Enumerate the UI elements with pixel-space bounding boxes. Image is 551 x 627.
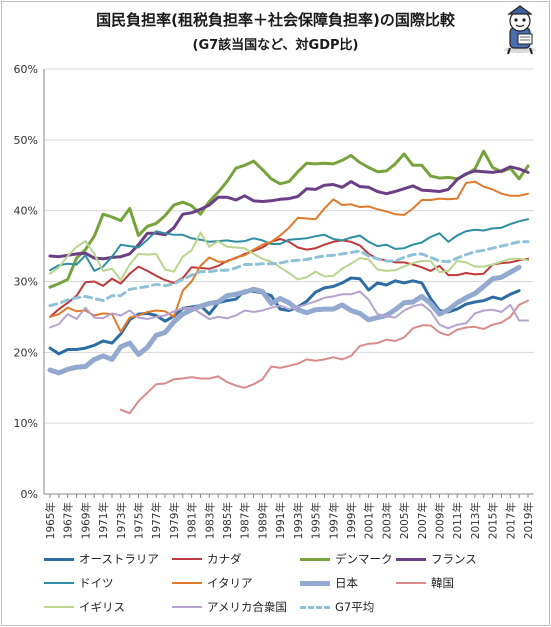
- x-tick-label: 1965年: [44, 502, 57, 539]
- x-tick-label: 1985年: [221, 502, 234, 539]
- y-tick-label: 20%: [14, 346, 38, 359]
- series-line: [49, 231, 529, 282]
- y-tick-label: 30%: [14, 276, 38, 289]
- y-tick-label: 60%: [14, 63, 38, 76]
- series-line: [48, 165, 530, 261]
- x-tick-label: 2013年: [469, 502, 482, 539]
- x-tick-label: 1977年: [150, 502, 163, 539]
- x-tick-label: 1997年: [327, 502, 340, 539]
- series-line: [49, 238, 529, 318]
- mascot-icon: [504, 5, 536, 55]
- x-tick-label: 2011年: [451, 502, 464, 539]
- x-tick-label: 1995年: [310, 502, 323, 539]
- x-tick-label: 1979年: [168, 502, 181, 539]
- x-tick-label: 1989年: [256, 502, 269, 539]
- x-tick-label: 2001年: [363, 502, 376, 539]
- x-tick-label: 1981年: [186, 502, 199, 539]
- series-line: [48, 149, 530, 289]
- x-tick-label: 2009年: [433, 502, 446, 539]
- series-line: [48, 240, 530, 308]
- series-line: [49, 290, 529, 330]
- chart-subtitle: (G7該当国など、対GDP比): [192, 38, 359, 53]
- x-tick-label: 1973年: [115, 502, 128, 539]
- x-axis: 1965年 1967年 1969年 1971年 1973年 1975年 1977年 1979年…: [44, 494, 535, 539]
- y-tick-label: 40%: [14, 205, 38, 218]
- x-tick-label: 1993年: [292, 502, 305, 539]
- x-tick-label: 2003年: [380, 502, 393, 539]
- x-tick-label: 2007年: [416, 502, 429, 539]
- chart-title: 国民負担率(租税負担率＋社会保障負担率)の国際比較: [96, 11, 455, 29]
- y-tick-label: 50%: [14, 134, 38, 147]
- x-tick-label: 1975年: [133, 502, 146, 539]
- x-tick-label: 2017年: [504, 502, 517, 539]
- series-line: [47, 264, 522, 376]
- x-tick-label: 2015年: [487, 502, 500, 539]
- y-tick-label: 10%: [14, 417, 38, 430]
- x-tick-label: 1991年: [274, 502, 287, 539]
- series-line: [49, 180, 529, 333]
- gridlines: [43, 68, 534, 495]
- x-tick-label: 1967年: [62, 502, 75, 539]
- y-tick-label: 0%: [21, 488, 38, 501]
- series-line: [49, 218, 529, 272]
- x-tick-label: 1999年: [345, 502, 358, 539]
- series-line: [119, 299, 529, 415]
- x-tick-label: 2005年: [398, 502, 411, 539]
- y-axis: 0% 10% 20% 30% 40% 50% 60%: [14, 63, 38, 501]
- x-tick-label: 1983年: [203, 502, 216, 539]
- x-tick-label: 2019年: [522, 502, 535, 539]
- x-tick-label: 1971年: [97, 502, 110, 539]
- series-lines: [47, 149, 530, 415]
- x-tick-label: 1969年: [79, 502, 92, 539]
- x-tick-label: 1987年: [239, 502, 252, 539]
